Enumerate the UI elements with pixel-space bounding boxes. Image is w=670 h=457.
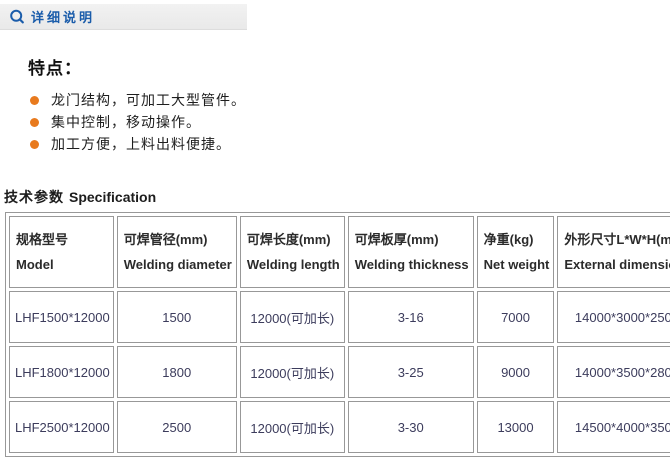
feature-item: 龙门结构，可加工大型管件。: [30, 89, 670, 111]
table-cell-model: LHF2500*12000: [9, 401, 114, 453]
feature-item: 集中控制，移动操作。: [30, 111, 670, 133]
detail-header-bar: 详细说明: [0, 4, 247, 30]
table-cell-weight: 7000: [476, 291, 555, 343]
spec-heading: 技术参数 Specification: [4, 187, 670, 207]
column-header-dimensions: 外形尺寸L*W*H(mm) External dimensions: [557, 216, 670, 288]
table-cell-thickness: 3-25: [347, 346, 474, 398]
table-cell-thickness: 3-30: [347, 401, 474, 453]
column-header-weight: 净重(kg) Net weight: [476, 216, 555, 288]
feature-item: 加工方便，上料出料便捷。: [30, 133, 670, 155]
table-row: LHF1800*12000 1800 12000(可加长) 3-25 9000 …: [9, 346, 670, 398]
spec-heading-zh: 技术参数: [4, 189, 64, 205]
bullet-icon: [30, 117, 39, 127]
table-cell-model: LHF1500*12000: [9, 291, 114, 343]
spec-table: 规格型号 Model 可焊管径(mm) Welding diameter 可焊长…: [5, 212, 670, 457]
table-cell-dimensions: 14000*3500*2800: [557, 346, 670, 398]
detail-title: 详细说明: [31, 10, 96, 25]
spec-heading-en: Specification: [69, 189, 157, 205]
bullet-icon: [30, 139, 39, 149]
table-cell-dimensions: 14500*4000*3500: [557, 401, 670, 453]
column-header-model: 规格型号 Model: [9, 216, 114, 288]
column-header-diameter: 可焊管径(mm) Welding diameter: [116, 216, 237, 288]
column-header-thickness: 可焊板厚(mm) Welding thickness: [347, 216, 474, 288]
table-cell-length: 12000(可加长): [239, 346, 345, 398]
table-cell-diameter: 1800: [116, 346, 237, 398]
table-row: LHF2500*12000 2500 12000(可加长) 3-30 13000…: [9, 401, 670, 453]
table-cell-length: 12000(可加长): [239, 401, 345, 453]
bullet-icon: [30, 95, 39, 105]
features-section: 特点： 龙门结构，可加工大型管件。 集中控制，移动操作。 加工方便，上料出料便捷…: [28, 54, 670, 155]
magnifier-icon: [9, 9, 25, 25]
table-cell-model: LHF1800*12000: [9, 346, 114, 398]
feature-text: 加工方便，上料出料便捷。: [51, 136, 231, 152]
table-cell-dimensions: 14000*3000*2500: [557, 291, 670, 343]
table-cell-weight: 9000: [476, 346, 555, 398]
features-heading: 特点：: [28, 59, 82, 78]
column-header-length: 可焊长度(mm) Welding length: [239, 216, 345, 288]
table-cell-weight: 13000: [476, 401, 555, 453]
table-cell-thickness: 3-16: [347, 291, 474, 343]
table-header-row: 规格型号 Model 可焊管径(mm) Welding diameter 可焊长…: [9, 216, 670, 288]
table-cell-diameter: 1500: [116, 291, 237, 343]
table-cell-length: 12000(可加长): [239, 291, 345, 343]
table-cell-diameter: 2500: [116, 401, 237, 453]
table-row: LHF1500*12000 1500 12000(可加长) 3-16 7000 …: [9, 291, 670, 343]
feature-text: 龙门结构，可加工大型管件。: [51, 92, 246, 108]
feature-text: 集中控制，移动操作。: [51, 114, 201, 130]
